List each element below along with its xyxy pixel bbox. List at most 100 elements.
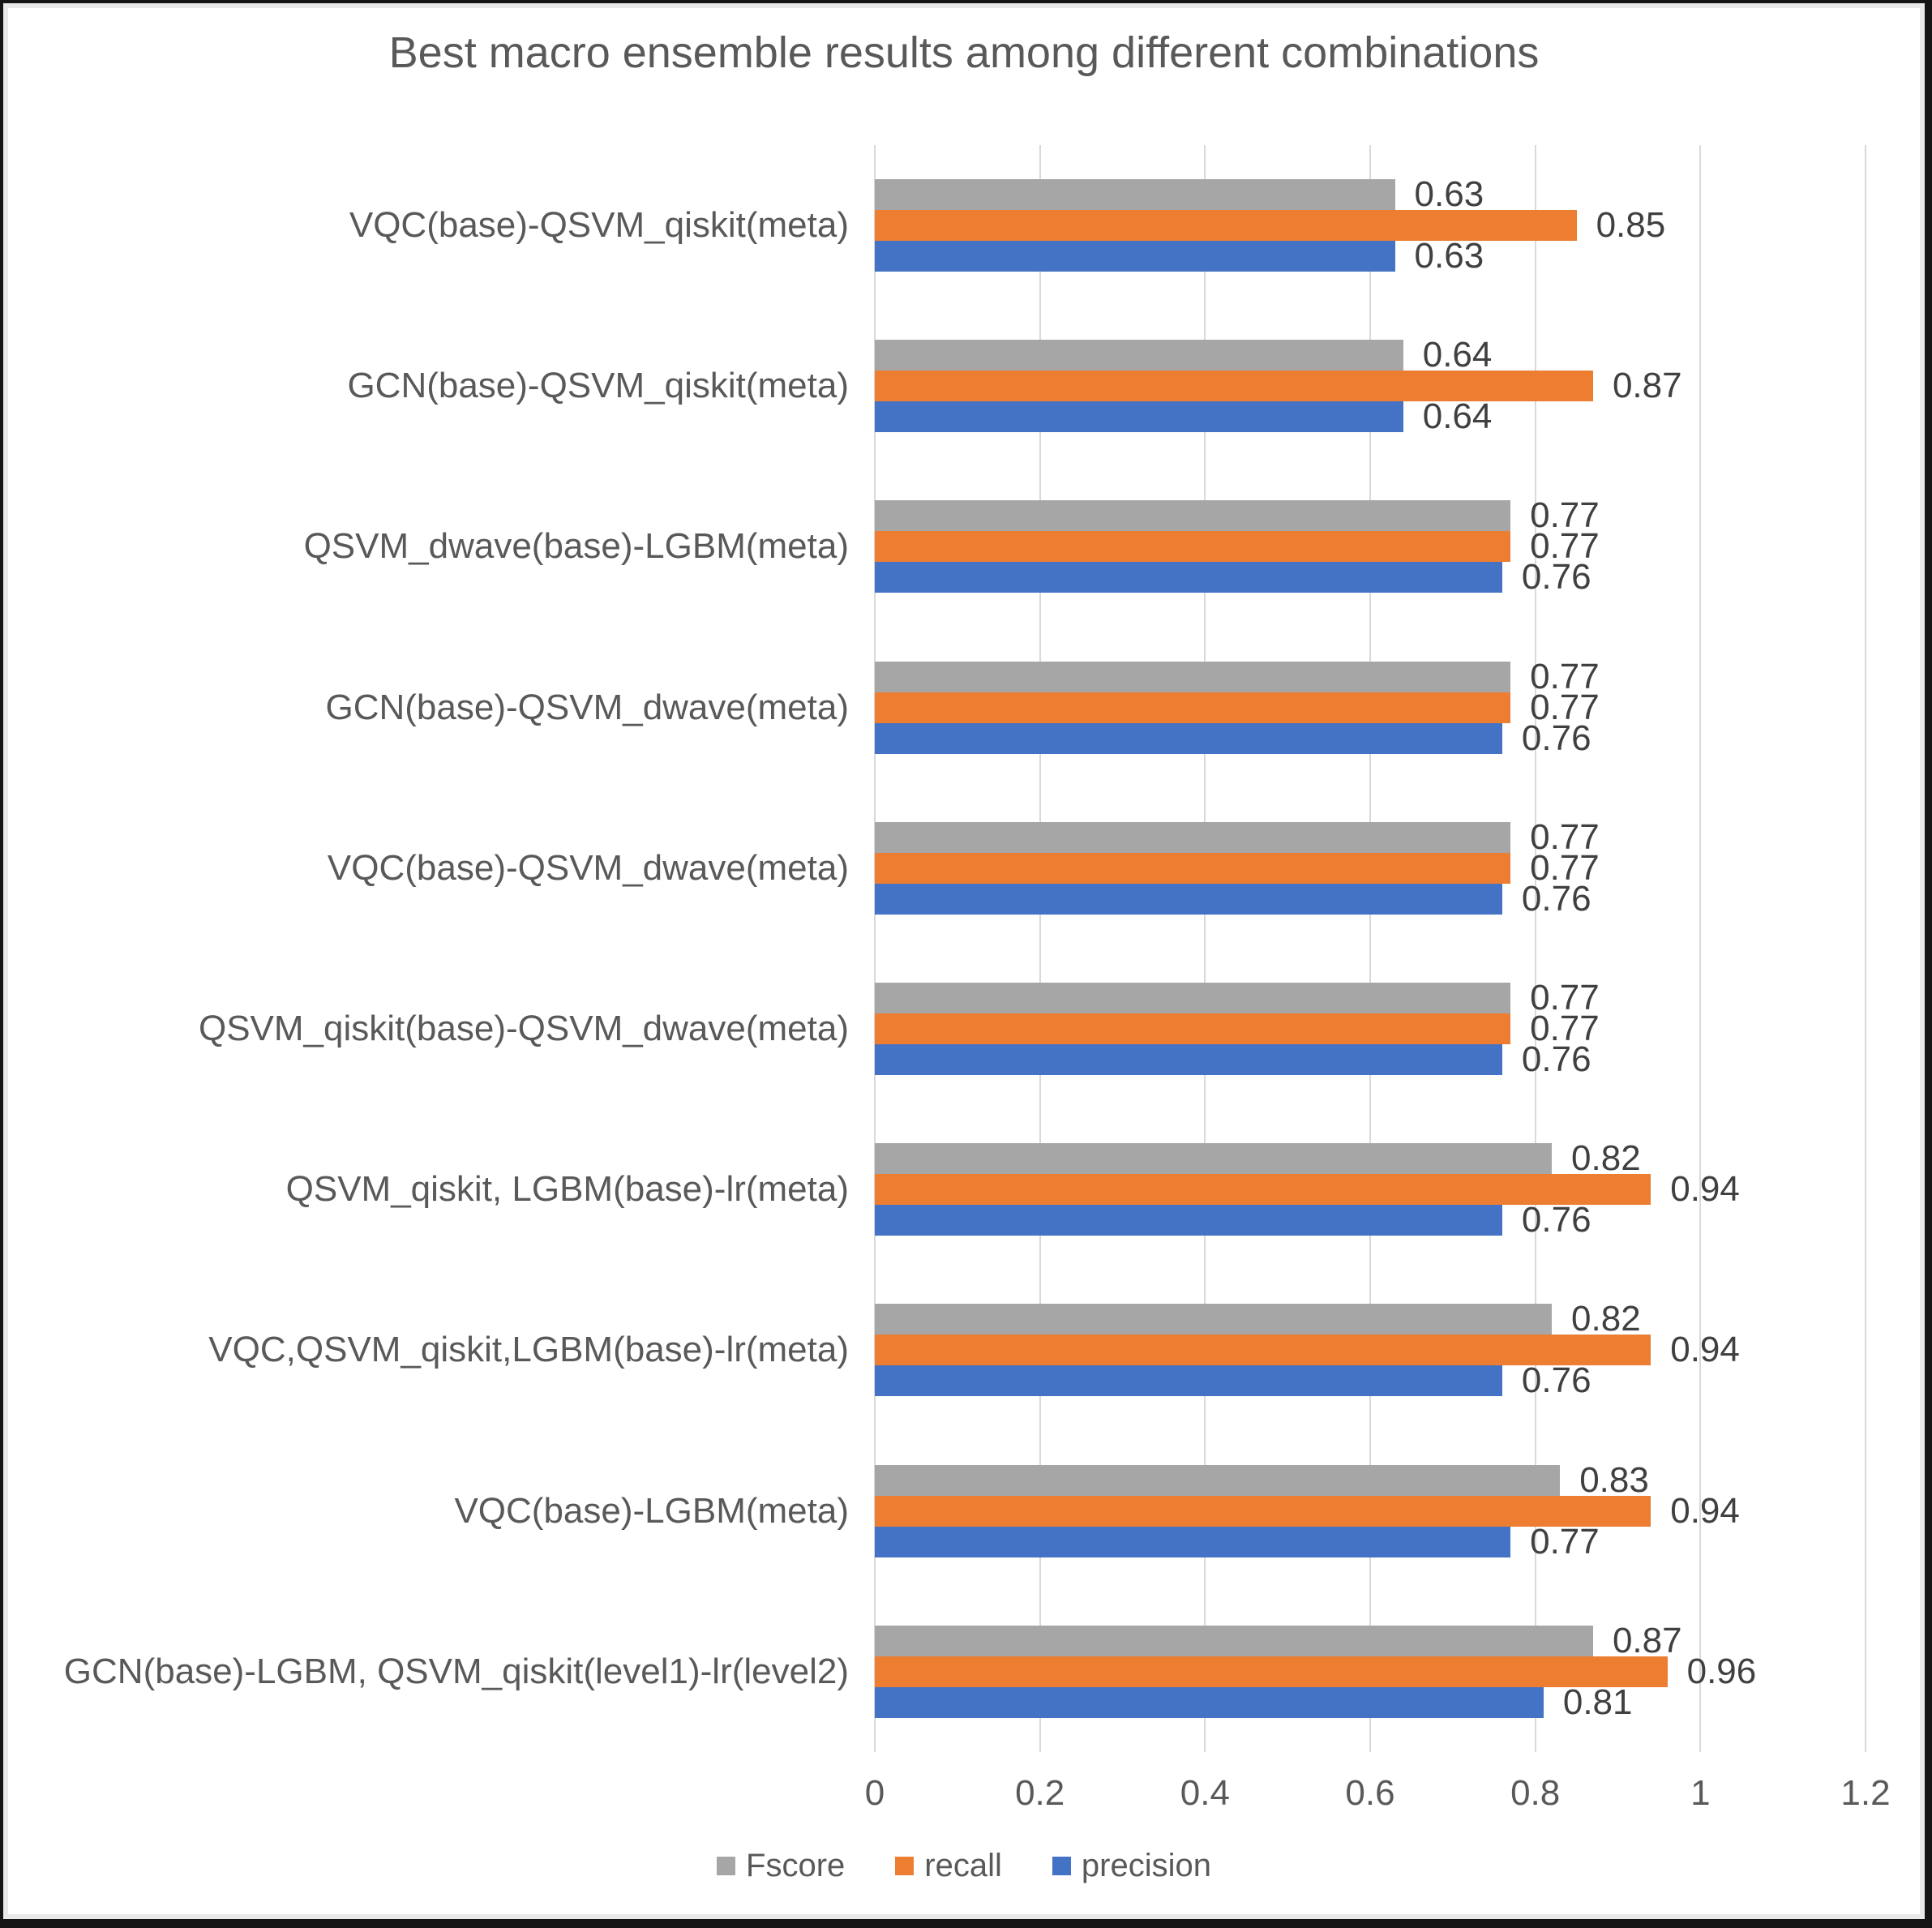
bar-line: 0.76 [875, 1200, 1866, 1240]
gridline [1865, 145, 1866, 1752]
category-label: VQC(base)-LGBM(meta) [454, 1490, 849, 1531]
precision-bar [875, 1205, 1502, 1236]
bar-line: 0.87 [875, 1621, 1866, 1660]
bar-line: 0.76 [875, 557, 1866, 597]
bar-line: 0.77 [875, 526, 1866, 566]
precision-bar [875, 1526, 1511, 1557]
value-label: 0.77 [1530, 656, 1600, 696]
legend-label: precision [1081, 1847, 1211, 1883]
value-label: 0.77 [1530, 526, 1600, 567]
legend: Fscore recall precision [3, 1845, 1925, 1886]
bar-line: 0.94 [875, 1330, 1866, 1369]
legend-label: Fscore [746, 1847, 846, 1883]
precision-bar [875, 1686, 1544, 1718]
bar-line: 0.83 [875, 1460, 1866, 1500]
value-label: 0.77 [1530, 977, 1600, 1018]
value-label: 0.77 [1530, 847, 1600, 888]
legend-item-recall: recall [895, 1848, 1002, 1884]
legend-item-precision: precision [1052, 1848, 1211, 1884]
Fscore-bar [875, 1143, 1553, 1175]
value-label: 0.83 [1579, 1459, 1649, 1500]
x-tick-label: 0.2 [1015, 1773, 1065, 1813]
category-row: VQC(base)-QSVM_dwave(meta) 0.77 0.77 0.76 [3, 788, 1925, 949]
Fscore-bar [875, 500, 1511, 532]
bar-line: 0.76 [875, 879, 1866, 919]
value-label: 0.63 [1414, 174, 1484, 214]
precision-bar [875, 562, 1502, 593]
bar-group: 0.77 0.77 0.76 [875, 657, 1866, 758]
Fscore-bar [875, 661, 1511, 692]
Fscore-bar [875, 179, 1395, 210]
precision-bar [875, 883, 1502, 915]
category-row: GCN(base)-LGBM, QSVM_qiskit(level1)-lr(l… [3, 1592, 1925, 1752]
value-label: 0.94 [1670, 1169, 1740, 1210]
value-label: 0.76 [1521, 1360, 1591, 1401]
precision-bar [875, 241, 1395, 272]
recall-bar [875, 1013, 1511, 1044]
value-label: 0.94 [1670, 1490, 1740, 1531]
gridline [1534, 145, 1536, 1752]
recall-bar [875, 371, 1593, 402]
gridline [1039, 145, 1041, 1752]
plot-area [874, 145, 1866, 1752]
category-label: VQC(base)-QSVM_dwave(meta) [327, 847, 849, 888]
bar-group: 0.77 0.77 0.76 [875, 817, 1866, 919]
gridline [1204, 145, 1206, 1752]
value-label: 0.94 [1670, 1330, 1740, 1370]
bar-line: 0.77 [875, 817, 1866, 857]
value-label: 0.77 [1530, 816, 1600, 857]
bar-line: 0.76 [875, 718, 1866, 758]
category-row: QSVM_qiskit, LGBM(base)-lr(meta) 0.82 0.94… [3, 1109, 1925, 1270]
recall-bar [875, 1174, 1651, 1206]
bar-group: 0.83 0.94 0.77 [875, 1460, 1866, 1562]
category-row: QSVM_dwave(base)-LGBM(meta) 0.77 0.77 0.76 [3, 466, 1925, 627]
value-label: 0.77 [1530, 1008, 1600, 1048]
recall-bar [875, 531, 1511, 563]
bar-group: 0.82 0.94 0.76 [875, 1138, 1866, 1240]
category-row: GCN(base)-QSVM_dwave(meta) 0.77 0.77 0.76 [3, 628, 1925, 788]
bar-line: 0.63 [875, 174, 1866, 214]
bar-group: 0.82 0.94 0.76 [875, 1299, 1866, 1400]
gridline [1699, 145, 1702, 1752]
recall-bar [875, 1335, 1651, 1366]
Fscore-bar [875, 1625, 1593, 1656]
category-label: VQC(base)-QSVM_qiskit(meta) [349, 205, 849, 246]
precision-bar [875, 401, 1403, 433]
x-axis: 0 0.2 0.4 0.6 0.8 1 1.2 [865, 1773, 1891, 1822]
legend-swatch-precision [1052, 1856, 1071, 1875]
Fscore-bar [875, 340, 1403, 371]
x-tick-label: 1 [1690, 1773, 1711, 1813]
value-label: 0.63 [1414, 236, 1484, 276]
bar-line: 0.77 [875, 688, 1866, 727]
bar-line: 0.63 [875, 236, 1866, 276]
value-label: 0.76 [1521, 878, 1591, 919]
Fscore-bar [875, 1304, 1553, 1335]
x-tick-label: 0.6 [1345, 1773, 1395, 1813]
category-label: VQC,QSVM_qiskit,LGBM(base)-lr(meta) [208, 1330, 849, 1370]
bar-line: 0.77 [875, 1522, 1866, 1562]
bar-rows: VQC(base)-QSVM_qiskit(meta) 0.63 0.85 0.63 G… [3, 145, 1925, 1752]
recall-bar [875, 692, 1511, 723]
legend-swatch-recall [895, 1856, 915, 1875]
bar-line: 0.94 [875, 1491, 1866, 1531]
bar-line: 0.76 [875, 1039, 1866, 1079]
recall-bar [875, 210, 1577, 241]
bar-line: 0.76 [875, 1360, 1866, 1400]
value-label: 0.64 [1422, 335, 1493, 375]
value-label: 0.87 [1612, 1620, 1682, 1660]
category-row: QSVM_qiskit(base)-QSVM_dwave(meta) 0.77 0.… [3, 949, 1925, 1109]
recall-bar [875, 1656, 1668, 1687]
gridline [1369, 145, 1371, 1752]
gridline [874, 145, 876, 1752]
value-label: 0.82 [1571, 1299, 1641, 1339]
value-label: 0.82 [1571, 1138, 1641, 1179]
value-label: 0.77 [1530, 495, 1600, 536]
bar-group: 0.77 0.77 0.76 [875, 495, 1866, 597]
bar-line: 0.64 [875, 335, 1866, 375]
bar-group: 0.77 0.77 0.76 [875, 978, 1866, 1079]
bar-group: 0.64 0.87 0.64 [875, 335, 1866, 436]
bar-line: 0.77 [875, 1009, 1866, 1048]
category-label: QSVM_qiskit, LGBM(base)-lr(meta) [285, 1169, 849, 1210]
Fscore-bar [875, 982, 1511, 1013]
